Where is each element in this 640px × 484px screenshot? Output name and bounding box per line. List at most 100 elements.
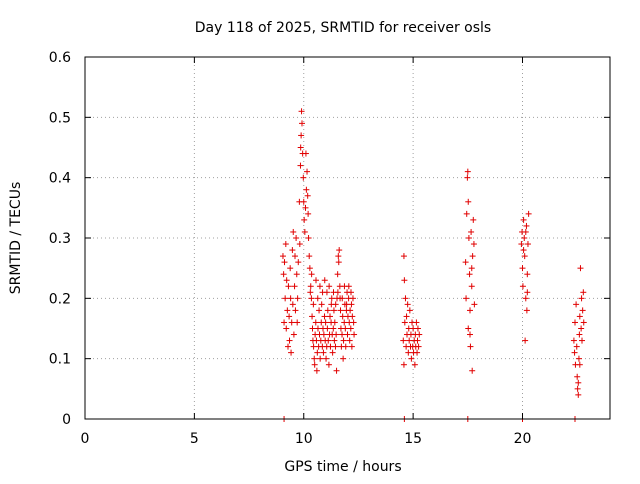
data-point: [344, 331, 351, 338]
data-point: [323, 355, 330, 362]
data-point: [333, 331, 340, 338]
data-point: [302, 204, 309, 211]
y-tick-label: 0.1: [49, 352, 71, 368]
data-point: [279, 253, 286, 260]
data-point: [318, 301, 325, 308]
data-point: [332, 343, 339, 350]
data-point: [580, 289, 587, 296]
data-point: [327, 313, 333, 320]
data-point: [290, 331, 297, 338]
data-point: [317, 355, 324, 362]
data-point: [408, 355, 415, 362]
data-point: [573, 301, 580, 308]
data-point: [579, 307, 586, 314]
data-point: [313, 277, 319, 284]
data-point: [307, 283, 314, 290]
data-point: [351, 331, 358, 338]
data-point: [330, 325, 337, 332]
data-point: [293, 271, 300, 278]
data-point: [522, 295, 529, 302]
x-tick-label: 15: [404, 431, 422, 447]
ticks-layer: 0 0.1 0.2 0.3 0.4 0.5 0.6 0 5 10 15 20: [49, 50, 610, 447]
data-point: [322, 319, 329, 326]
data-point: [314, 349, 321, 356]
y-axis-label: SRMTID / TECUs: [8, 182, 24, 295]
data-point: [468, 283, 475, 290]
data-point: [337, 307, 344, 314]
data-point: [573, 343, 580, 350]
data-point: [471, 301, 478, 308]
x-tick-label: 20: [514, 431, 532, 447]
data-point: [310, 301, 317, 308]
data-point: [523, 222, 530, 229]
data-point: [306, 265, 313, 272]
data-point: [348, 289, 354, 296]
data-point: [415, 343, 422, 350]
data-point: [300, 198, 307, 205]
data-point: [324, 325, 331, 332]
data-point: [578, 325, 585, 332]
data-point: [345, 283, 352, 290]
data-point: [326, 283, 333, 290]
data-point: [305, 235, 312, 241]
data-point: [401, 277, 408, 284]
data-point: [288, 319, 295, 326]
data-point: [347, 307, 354, 314]
data-point: [325, 337, 332, 344]
data-point: [285, 343, 291, 350]
data-point: [329, 349, 336, 356]
data-point: [574, 385, 581, 392]
data-point: [463, 295, 470, 302]
data-point: [340, 355, 347, 362]
data-point: [414, 325, 421, 332]
data-point: [401, 319, 408, 326]
data-point: [334, 271, 341, 278]
data-point: [342, 343, 349, 350]
data-point: [347, 325, 354, 332]
data-point: [400, 337, 407, 344]
data-point: [576, 361, 583, 368]
data-point: [465, 235, 472, 241]
data-point: [283, 277, 290, 284]
data-point: [467, 331, 473, 338]
data-point: [287, 265, 294, 272]
data-point: [575, 355, 582, 362]
data-point: [320, 349, 327, 356]
data-point: [336, 247, 343, 254]
data-point: [520, 247, 527, 254]
data-point: [468, 228, 475, 235]
data-point: [469, 253, 476, 260]
data-point: [523, 307, 530, 314]
data-point: [298, 108, 305, 115]
data-point: [313, 367, 320, 374]
data-point: [312, 319, 319, 326]
data-point: [296, 241, 303, 248]
data-point: [346, 337, 353, 344]
data-point: [325, 361, 332, 368]
data-point: [464, 174, 471, 181]
data-point: [285, 283, 292, 290]
data-point: [289, 301, 296, 308]
data-point: [307, 289, 314, 296]
data-point: [570, 337, 577, 344]
points-layer: [279, 108, 587, 422]
y-tick-label: 0.3: [49, 231, 71, 247]
data-point: [350, 319, 357, 326]
data-point: [316, 283, 323, 290]
data-point: [574, 373, 581, 380]
data-point: [349, 295, 356, 302]
data-point: [286, 337, 293, 344]
data-point: [293, 235, 300, 241]
data-point: [413, 319, 420, 326]
data-point: [311, 355, 318, 362]
data-point: [294, 295, 301, 302]
data-point: [463, 210, 470, 217]
data-point: [342, 325, 349, 332]
data-point: [467, 343, 474, 350]
data-point: [339, 331, 346, 338]
data-point: [320, 331, 327, 338]
data-point: [416, 331, 423, 338]
data-point: [304, 192, 311, 199]
